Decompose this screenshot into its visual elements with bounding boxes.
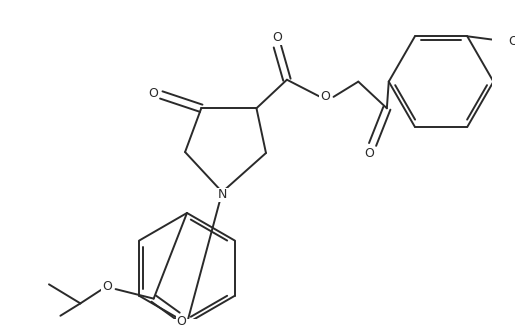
Text: N: N xyxy=(217,188,227,201)
Text: O: O xyxy=(272,31,282,44)
Text: O: O xyxy=(364,147,374,160)
Text: O: O xyxy=(102,280,112,293)
Text: O: O xyxy=(508,34,515,48)
Text: O: O xyxy=(148,86,158,100)
Text: O: O xyxy=(320,90,330,103)
Text: O: O xyxy=(176,315,186,328)
